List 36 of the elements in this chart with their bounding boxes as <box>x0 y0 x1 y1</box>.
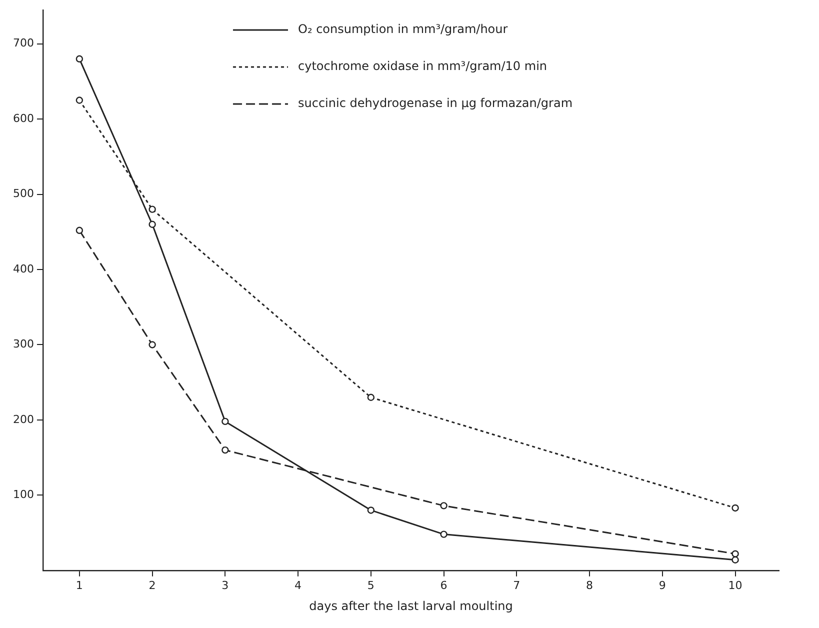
x-tick-label: 8 <box>586 578 594 592</box>
y-tick-label: 700 <box>12 36 34 50</box>
x-tick-label: 2 <box>148 578 156 592</box>
point <box>367 506 375 514</box>
y-tick-label: 400 <box>12 262 34 276</box>
x-tick-label: 10 <box>728 578 742 592</box>
y-tick-label: 500 <box>12 187 34 200</box>
point <box>148 206 156 213</box>
point <box>732 504 739 512</box>
point <box>732 556 739 564</box>
point <box>76 96 84 104</box>
point <box>367 394 375 401</box>
y-tick-label: 600 <box>12 112 34 125</box>
point <box>148 220 156 228</box>
x-axis-title: days after the last larval moulting <box>309 598 513 613</box>
x-tick-label: 9 <box>658 578 666 592</box>
point <box>440 502 448 510</box>
legend-label: succinic dehydrogenase in µg formazan/gram <box>298 96 573 110</box>
y-tick-label: 200 <box>12 412 34 426</box>
x-tick-label: 1 <box>76 578 83 592</box>
point <box>732 550 739 558</box>
point <box>222 418 229 426</box>
point <box>222 446 229 454</box>
x-tick-label: 7 <box>513 578 520 592</box>
legend-label: O₂ consumption in mm³/gram/hour <box>298 22 508 36</box>
point <box>148 341 156 348</box>
x-tick-label: 3 <box>222 578 229 592</box>
y-tick-label: 300 <box>12 338 34 351</box>
legend-label: cytochrome oxidase in mm³/gram/10 min <box>298 59 548 74</box>
x-tick-label: 6 <box>440 578 448 592</box>
point <box>440 530 448 538</box>
x-tick-label: 4 <box>294 578 302 592</box>
y-tick-label: 100 <box>12 488 34 502</box>
point <box>76 55 84 62</box>
point <box>76 226 84 234</box>
x-tick-label: 5 <box>367 578 374 592</box>
